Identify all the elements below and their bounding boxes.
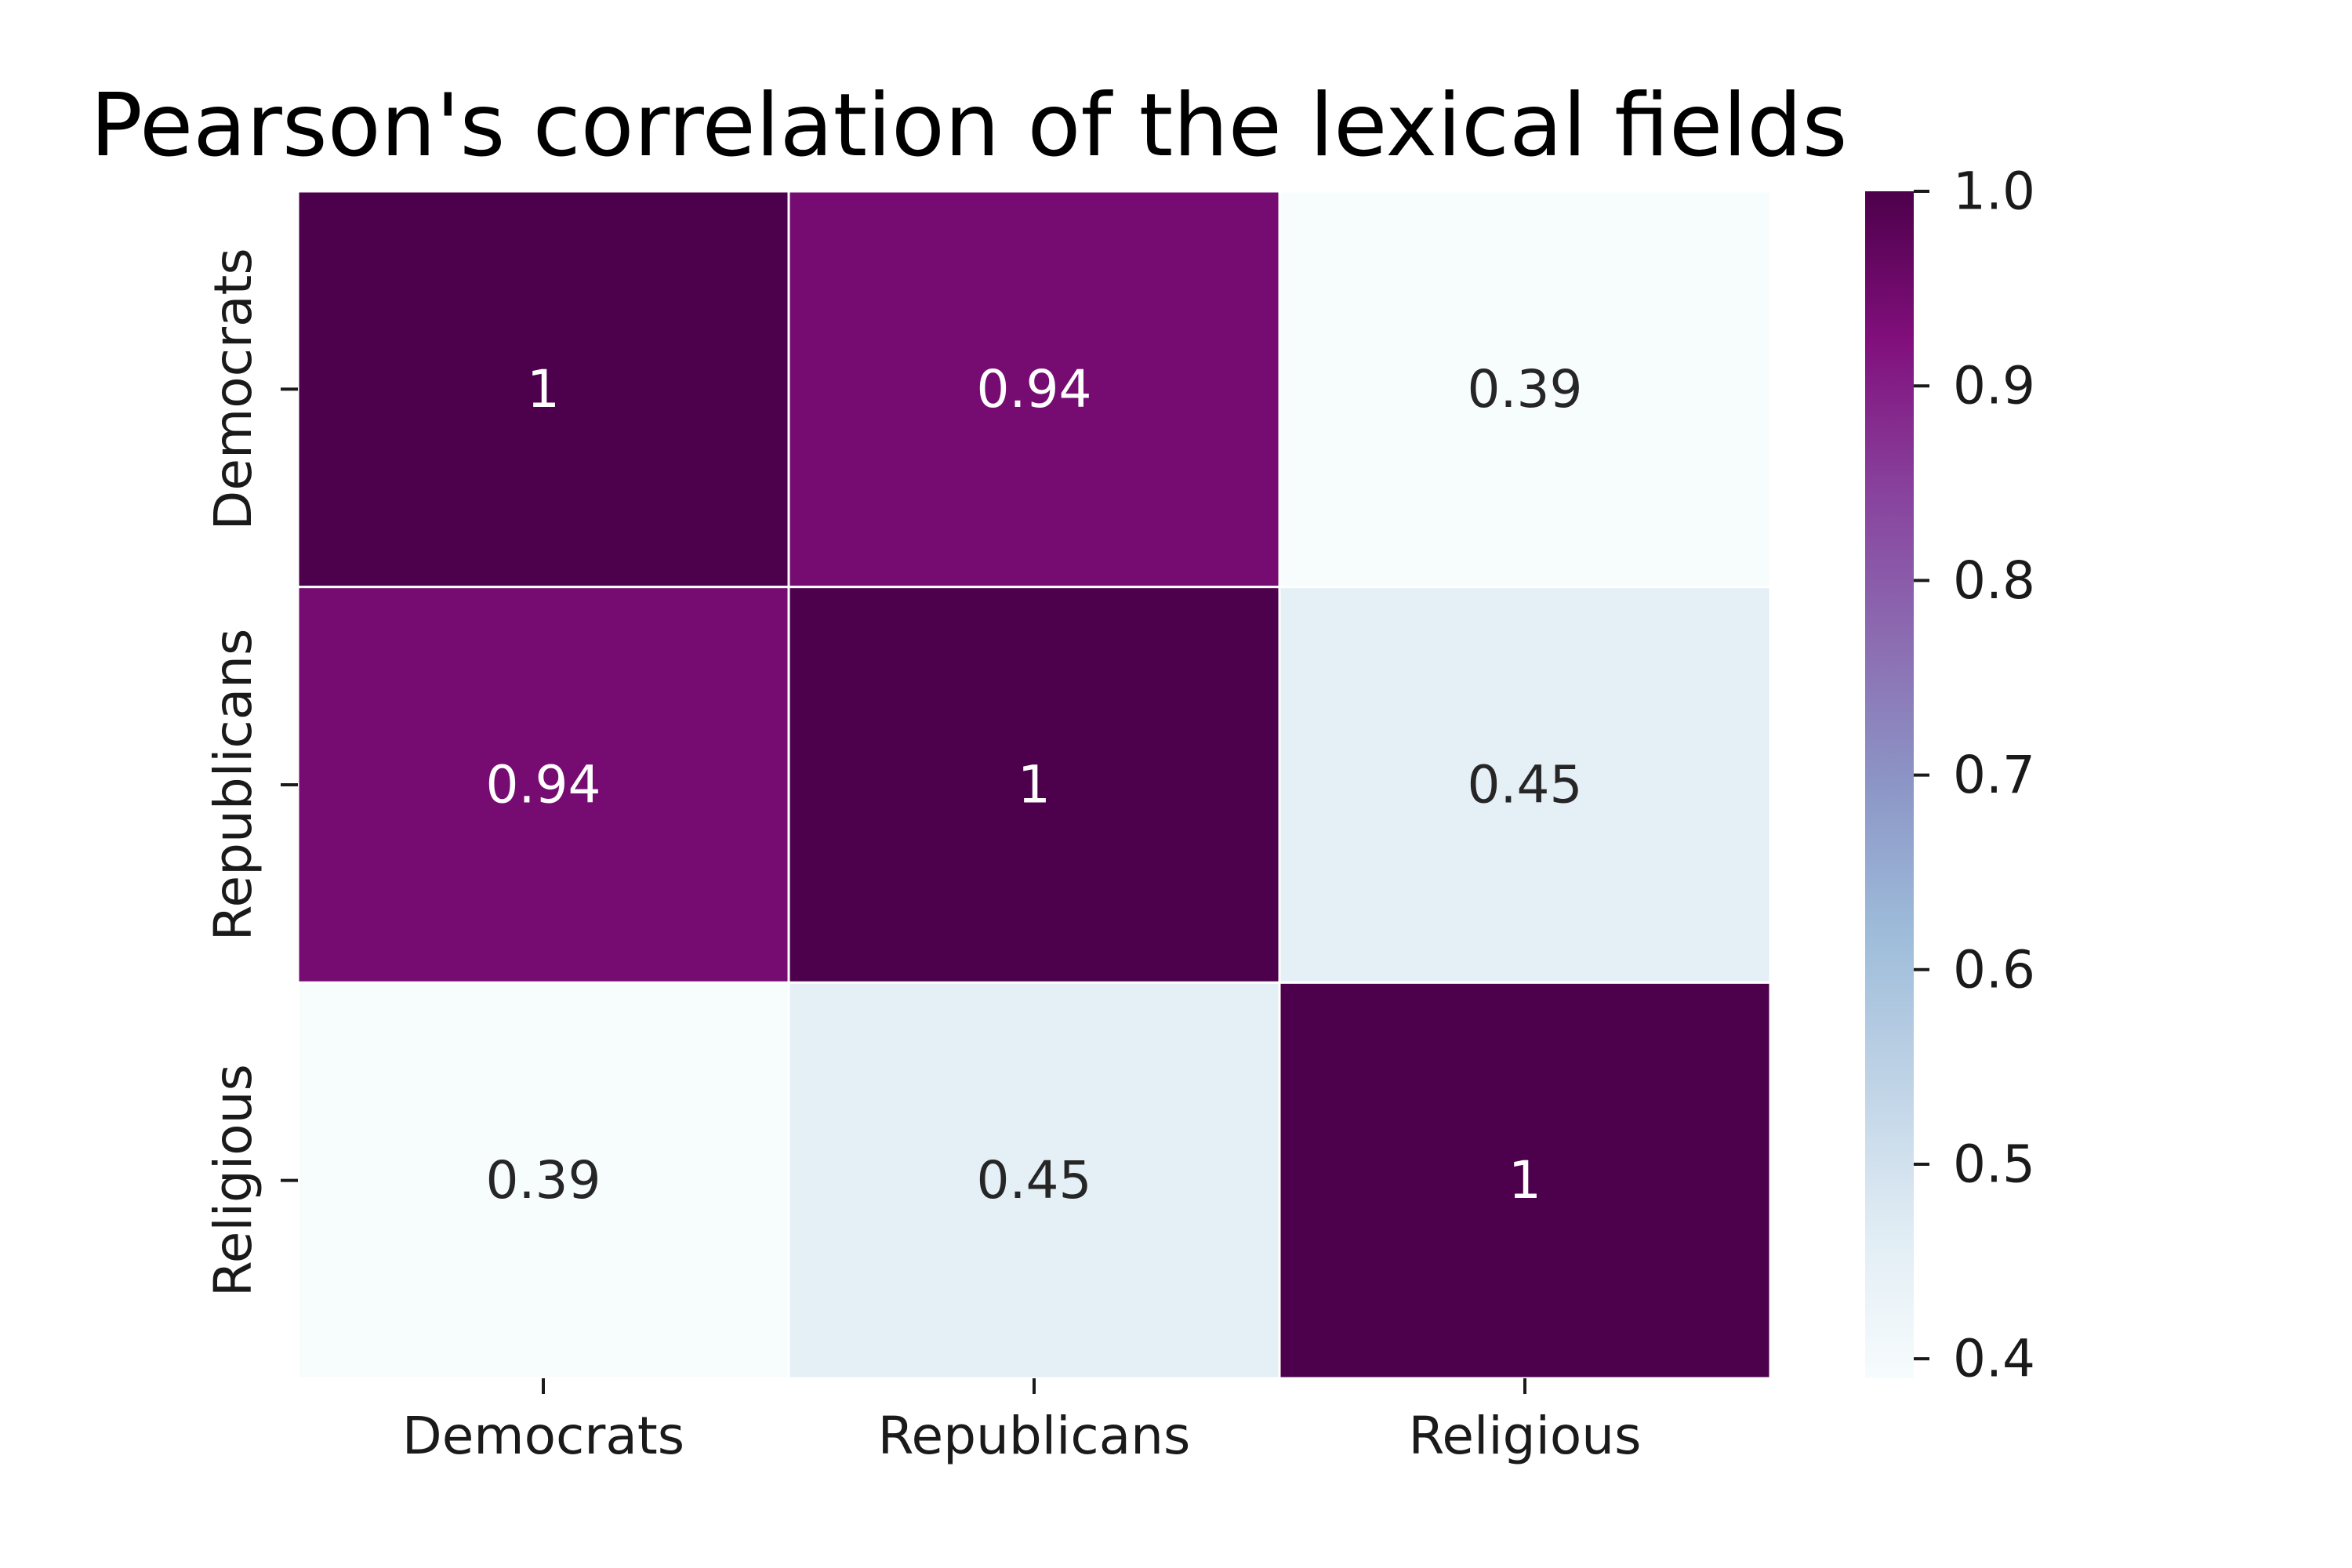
cell-value-label: 1 — [527, 359, 560, 419]
colorbar-tick-label: 0.7 — [1953, 745, 2035, 805]
heatmap-cell — [296, 586, 790, 984]
heatmap-cells: 1 0.94 0.39 0.94 1 0.45 0.39 0.45 1 — [296, 190, 1772, 1380]
heatmap-cell — [1278, 586, 1772, 984]
colorbar — [1865, 191, 1914, 1378]
x-tick-label: Democrats — [402, 1406, 684, 1466]
colorbar-tick-label: 0.8 — [1953, 550, 2035, 611]
cell-value-label: 0.39 — [1468, 359, 1583, 419]
colorbar-tick-label: 0.4 — [1953, 1329, 2035, 1389]
y-tick-label: Democrats — [203, 248, 263, 530]
heatmap-cell — [787, 586, 1281, 984]
heatmap-cell — [296, 190, 790, 589]
heatmap-cell — [1278, 190, 1772, 589]
x-tick-label: Republicans — [878, 1406, 1191, 1466]
heatmap-cell — [296, 981, 790, 1380]
cell-value-label: 0.45 — [977, 1150, 1092, 1210]
cell-value-label: 0.94 — [977, 359, 1092, 419]
cell-value-label: 0.94 — [486, 755, 601, 815]
heatmap-cell — [787, 190, 1281, 589]
colorbar-tick-label: 0.5 — [1953, 1134, 2035, 1194]
colorbar-tick-label: 0.9 — [1953, 356, 2035, 416]
colorbar-tick-label: 0.6 — [1953, 939, 2035, 1000]
cell-value-label: 0.45 — [1468, 755, 1583, 815]
y-tick-label: Republicans — [203, 629, 263, 942]
y-tick-label: Religious — [203, 1064, 263, 1297]
chart-title: Pearson's correlation of the lexical fie… — [90, 75, 1847, 176]
x-tick-label: Religious — [1409, 1406, 1642, 1466]
y-axis: Democrats Republicans Religious — [203, 248, 298, 1297]
cell-value-label: 1 — [1508, 1150, 1541, 1210]
x-axis: Democrats Republicans Religious — [402, 1378, 1642, 1466]
cell-value-label: 1 — [1018, 755, 1051, 815]
colorbar-ticks: 0.4 0.5 0.6 0.7 0.8 0.9 1.0 — [1914, 162, 2035, 1389]
heatmap-cell — [787, 981, 1281, 1380]
colorbar-tick-label: 1.0 — [1953, 162, 2035, 222]
cell-value-label: 0.39 — [486, 1150, 601, 1210]
